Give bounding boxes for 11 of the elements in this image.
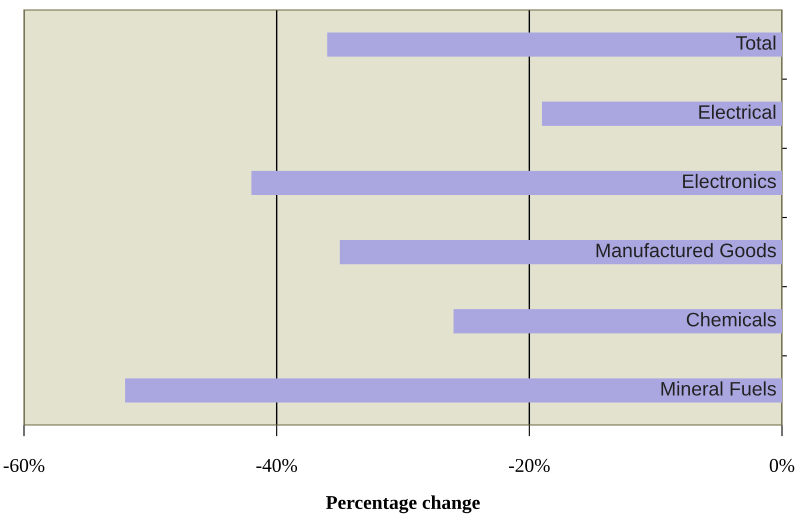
x-tick-label: -60%	[4, 458, 44, 472]
x-axis-title: Percentage change	[326, 495, 480, 514]
y-tick-label: Chemicals	[686, 312, 776, 326]
y-tick-label: Total	[736, 36, 776, 50]
y-tick-label: Electronics	[683, 174, 776, 188]
y-tick-label: Mineral Fuels	[661, 381, 776, 396]
y-tick-label: Manufactured Goods	[596, 243, 776, 258]
x-tick-label: -40%	[256, 458, 298, 472]
x-tick-label: 0%	[770, 458, 794, 472]
x-tick-label: -20%	[509, 458, 550, 472]
y-tick-label: Electrical	[699, 104, 776, 119]
